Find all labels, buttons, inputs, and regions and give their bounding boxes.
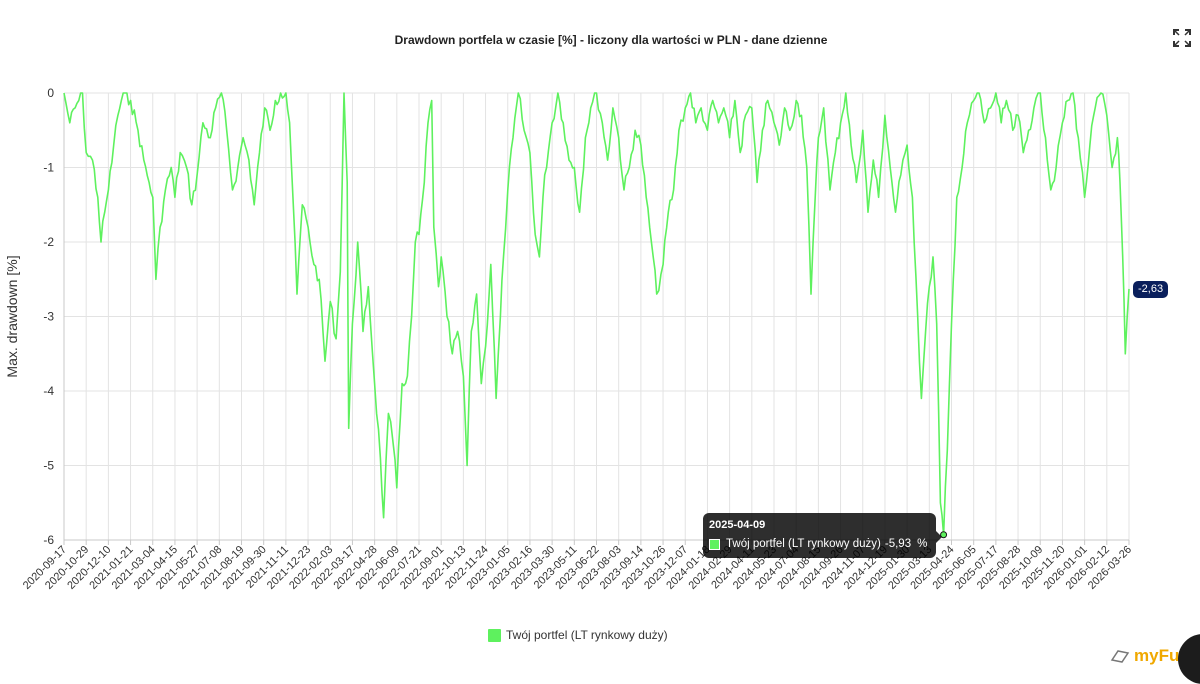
brand-logo[interactable]: myFun (1110, 646, 1190, 666)
axes (63, 93, 1130, 545)
corner-badge (1178, 634, 1200, 684)
series-line (63, 92, 1130, 536)
grid (63, 92, 1130, 541)
y-axis-title: Max. drawdown [%] (4, 255, 20, 377)
tooltip-swatch (709, 538, 720, 550)
tooltip-value: -5,93 (884, 538, 912, 550)
y-tick-label: -3 (43, 310, 54, 324)
y-tick-label: -4 (43, 384, 54, 398)
y-tick-label: 0 (47, 86, 54, 100)
legend-item[interactable]: Twój portfel (LT rynkowy duży) (488, 627, 668, 643)
y-tick-label: -6 (43, 533, 54, 547)
chart-title: Drawdown portfela w czasie [%] - liczony… (394, 33, 828, 47)
tooltip-unit: % (917, 538, 928, 550)
y-tick-label: -5 (43, 459, 54, 473)
tooltip: 2025-04-09 Twój portfel (LT rynkowy duży… (703, 513, 936, 558)
expand-icon (1173, 29, 1191, 47)
y-tick-label: -1 (43, 161, 54, 175)
series-layer (63, 92, 1130, 539)
legend-label: Twój portfel (LT rynkowy duży) (506, 628, 668, 642)
tick-labels: 0-1-2-3-4-5-62020-09-172020-10-292020-12… (4, 86, 1134, 592)
brand-mark-icon (1110, 650, 1130, 663)
last-value-badge: -2,63 (1133, 281, 1169, 298)
brand-name: myFun (1134, 646, 1190, 665)
tooltip-caret (936, 531, 942, 543)
tooltip-series-name: Twój portfel (LT rynkowy duży) (726, 538, 881, 550)
tooltip-row: Twój portfel (LT rynkowy duży) -5,93 % (709, 538, 927, 550)
tooltip-date: 2025-04-09 (709, 519, 766, 531)
expand-button[interactable] (1171, 27, 1193, 49)
legend-swatch (488, 628, 501, 642)
y-tick-label: -2 (43, 235, 54, 249)
